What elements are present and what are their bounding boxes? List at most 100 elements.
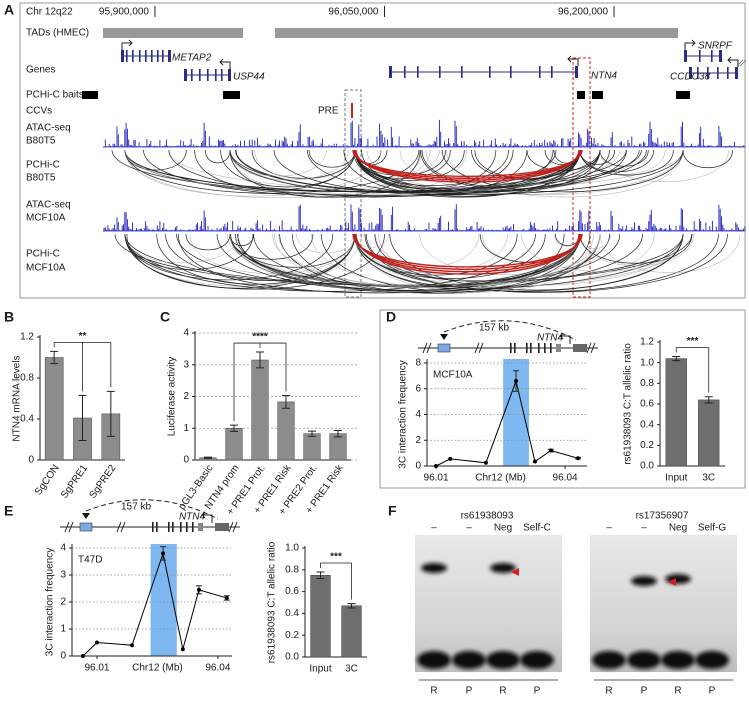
pre-arc: [355, 233, 580, 275]
y-axis-label: rs61938093 C:T allelic ratio: [623, 343, 634, 465]
gene-label: SNRPF: [698, 41, 733, 52]
tss-arrow: [121, 39, 133, 50]
panel-label: A: [4, 2, 14, 18]
y-tick-label: 1.0: [640, 357, 654, 368]
lane-label: –: [431, 523, 437, 534]
significance-label: **: [79, 331, 87, 342]
exon: [514, 343, 516, 353]
point: [483, 460, 488, 465]
axis-break: [422, 342, 432, 354]
point: [161, 551, 166, 556]
y-tick-label: 6: [415, 383, 421, 394]
y-tick-label: 3: [60, 570, 66, 581]
exon: [575, 66, 578, 78]
point: [196, 587, 201, 592]
exon-block: [556, 344, 561, 352]
allele-label: P: [534, 686, 541, 697]
free-probe-band: [592, 651, 626, 669]
exon: [510, 66, 512, 78]
tad: [103, 28, 243, 38]
y-tick-label: 0: [60, 651, 66, 662]
exon: [717, 67, 719, 79]
coordinate-label: 96,200,000: [558, 7, 608, 18]
y-tick-label: 3: [183, 359, 189, 370]
panel-label: D: [386, 309, 396, 325]
interaction-arc: [204, 149, 231, 164]
exon: [215, 69, 217, 81]
error-bar: [347, 603, 356, 609]
x-tick-label: SgCON: [33, 463, 62, 498]
free-probe-band: [452, 651, 486, 669]
exon: [711, 50, 713, 62]
error-bar: [204, 456, 212, 459]
exon: [162, 50, 164, 62]
pre-element: [79, 522, 93, 532]
gene-label: METAP2: [172, 53, 212, 64]
bait: [676, 91, 690, 99]
y-tick-label: 1.0: [285, 543, 299, 554]
free-probe-band: [695, 651, 729, 669]
panel-d-frame: [379, 309, 746, 489]
point: [80, 654, 85, 658]
interaction-arc: [124, 233, 643, 294]
interaction-arc: [229, 233, 255, 247]
bait: [577, 91, 585, 99]
exon: [184, 69, 187, 81]
y-tick-label: 0: [183, 455, 189, 466]
exon: [145, 50, 147, 62]
ccv: [351, 103, 353, 118]
exon: [186, 522, 188, 532]
allele-label: R: [674, 686, 681, 697]
coordinate-label: 95,900,000: [99, 7, 149, 18]
y-tick-label: 0.0: [285, 652, 299, 663]
y-axis-label: rs61938093 C:T allelic ratio: [267, 541, 278, 663]
y-tick-label: 1.2: [20, 332, 34, 343]
error-bar: [316, 571, 325, 580]
interaction-arc: [278, 233, 581, 289]
construct-gene: NTN4: [537, 333, 564, 344]
utr: [215, 523, 229, 531]
free-probe-band: [661, 651, 695, 669]
lane-label: –: [606, 523, 612, 534]
y-tick-label: 0.2: [640, 440, 654, 451]
y-tick-label: 0.0: [640, 461, 654, 472]
exon: [156, 522, 158, 532]
tss-arrow: [219, 58, 231, 69]
track-label: B80T5: [26, 173, 56, 184]
track-label: CCVs: [26, 106, 52, 117]
exon: [719, 50, 722, 62]
exon: [461, 66, 463, 78]
shifted-band: [421, 563, 447, 573]
pre-arc: [353, 233, 582, 271]
interaction-arc: [251, 149, 356, 179]
exon: [550, 343, 552, 353]
exon: [699, 50, 701, 62]
tss-arrow: [727, 56, 739, 67]
cell-line-label: MCF10A: [433, 370, 473, 381]
error-bar: [704, 396, 713, 404]
exon: [221, 69, 223, 81]
chrom-break: [736, 59, 747, 67]
interaction-arc: [124, 149, 187, 171]
interaction-arc: [273, 149, 581, 194]
interaction-arc: [124, 233, 254, 270]
shifted-band: [490, 563, 516, 573]
exon: [192, 522, 194, 532]
y-tick-label: 0.2: [285, 630, 299, 641]
track-label: MCF10A: [26, 213, 66, 224]
bar: [251, 359, 269, 461]
point: [575, 456, 580, 461]
interaction-arc: [124, 149, 420, 194]
bar: [665, 358, 687, 467]
interaction-arc: [296, 233, 356, 254]
x-tick-label: Input: [665, 473, 687, 484]
bait: [592, 91, 603, 99]
significance-label: ***: [687, 336, 699, 347]
exon: [684, 50, 687, 62]
exon: [191, 69, 193, 81]
free-probe-band: [520, 651, 554, 669]
point: [532, 459, 537, 464]
construct-gene: NTN4: [179, 512, 206, 523]
bar: [329, 433, 347, 461]
pre-arc: [355, 149, 580, 183]
